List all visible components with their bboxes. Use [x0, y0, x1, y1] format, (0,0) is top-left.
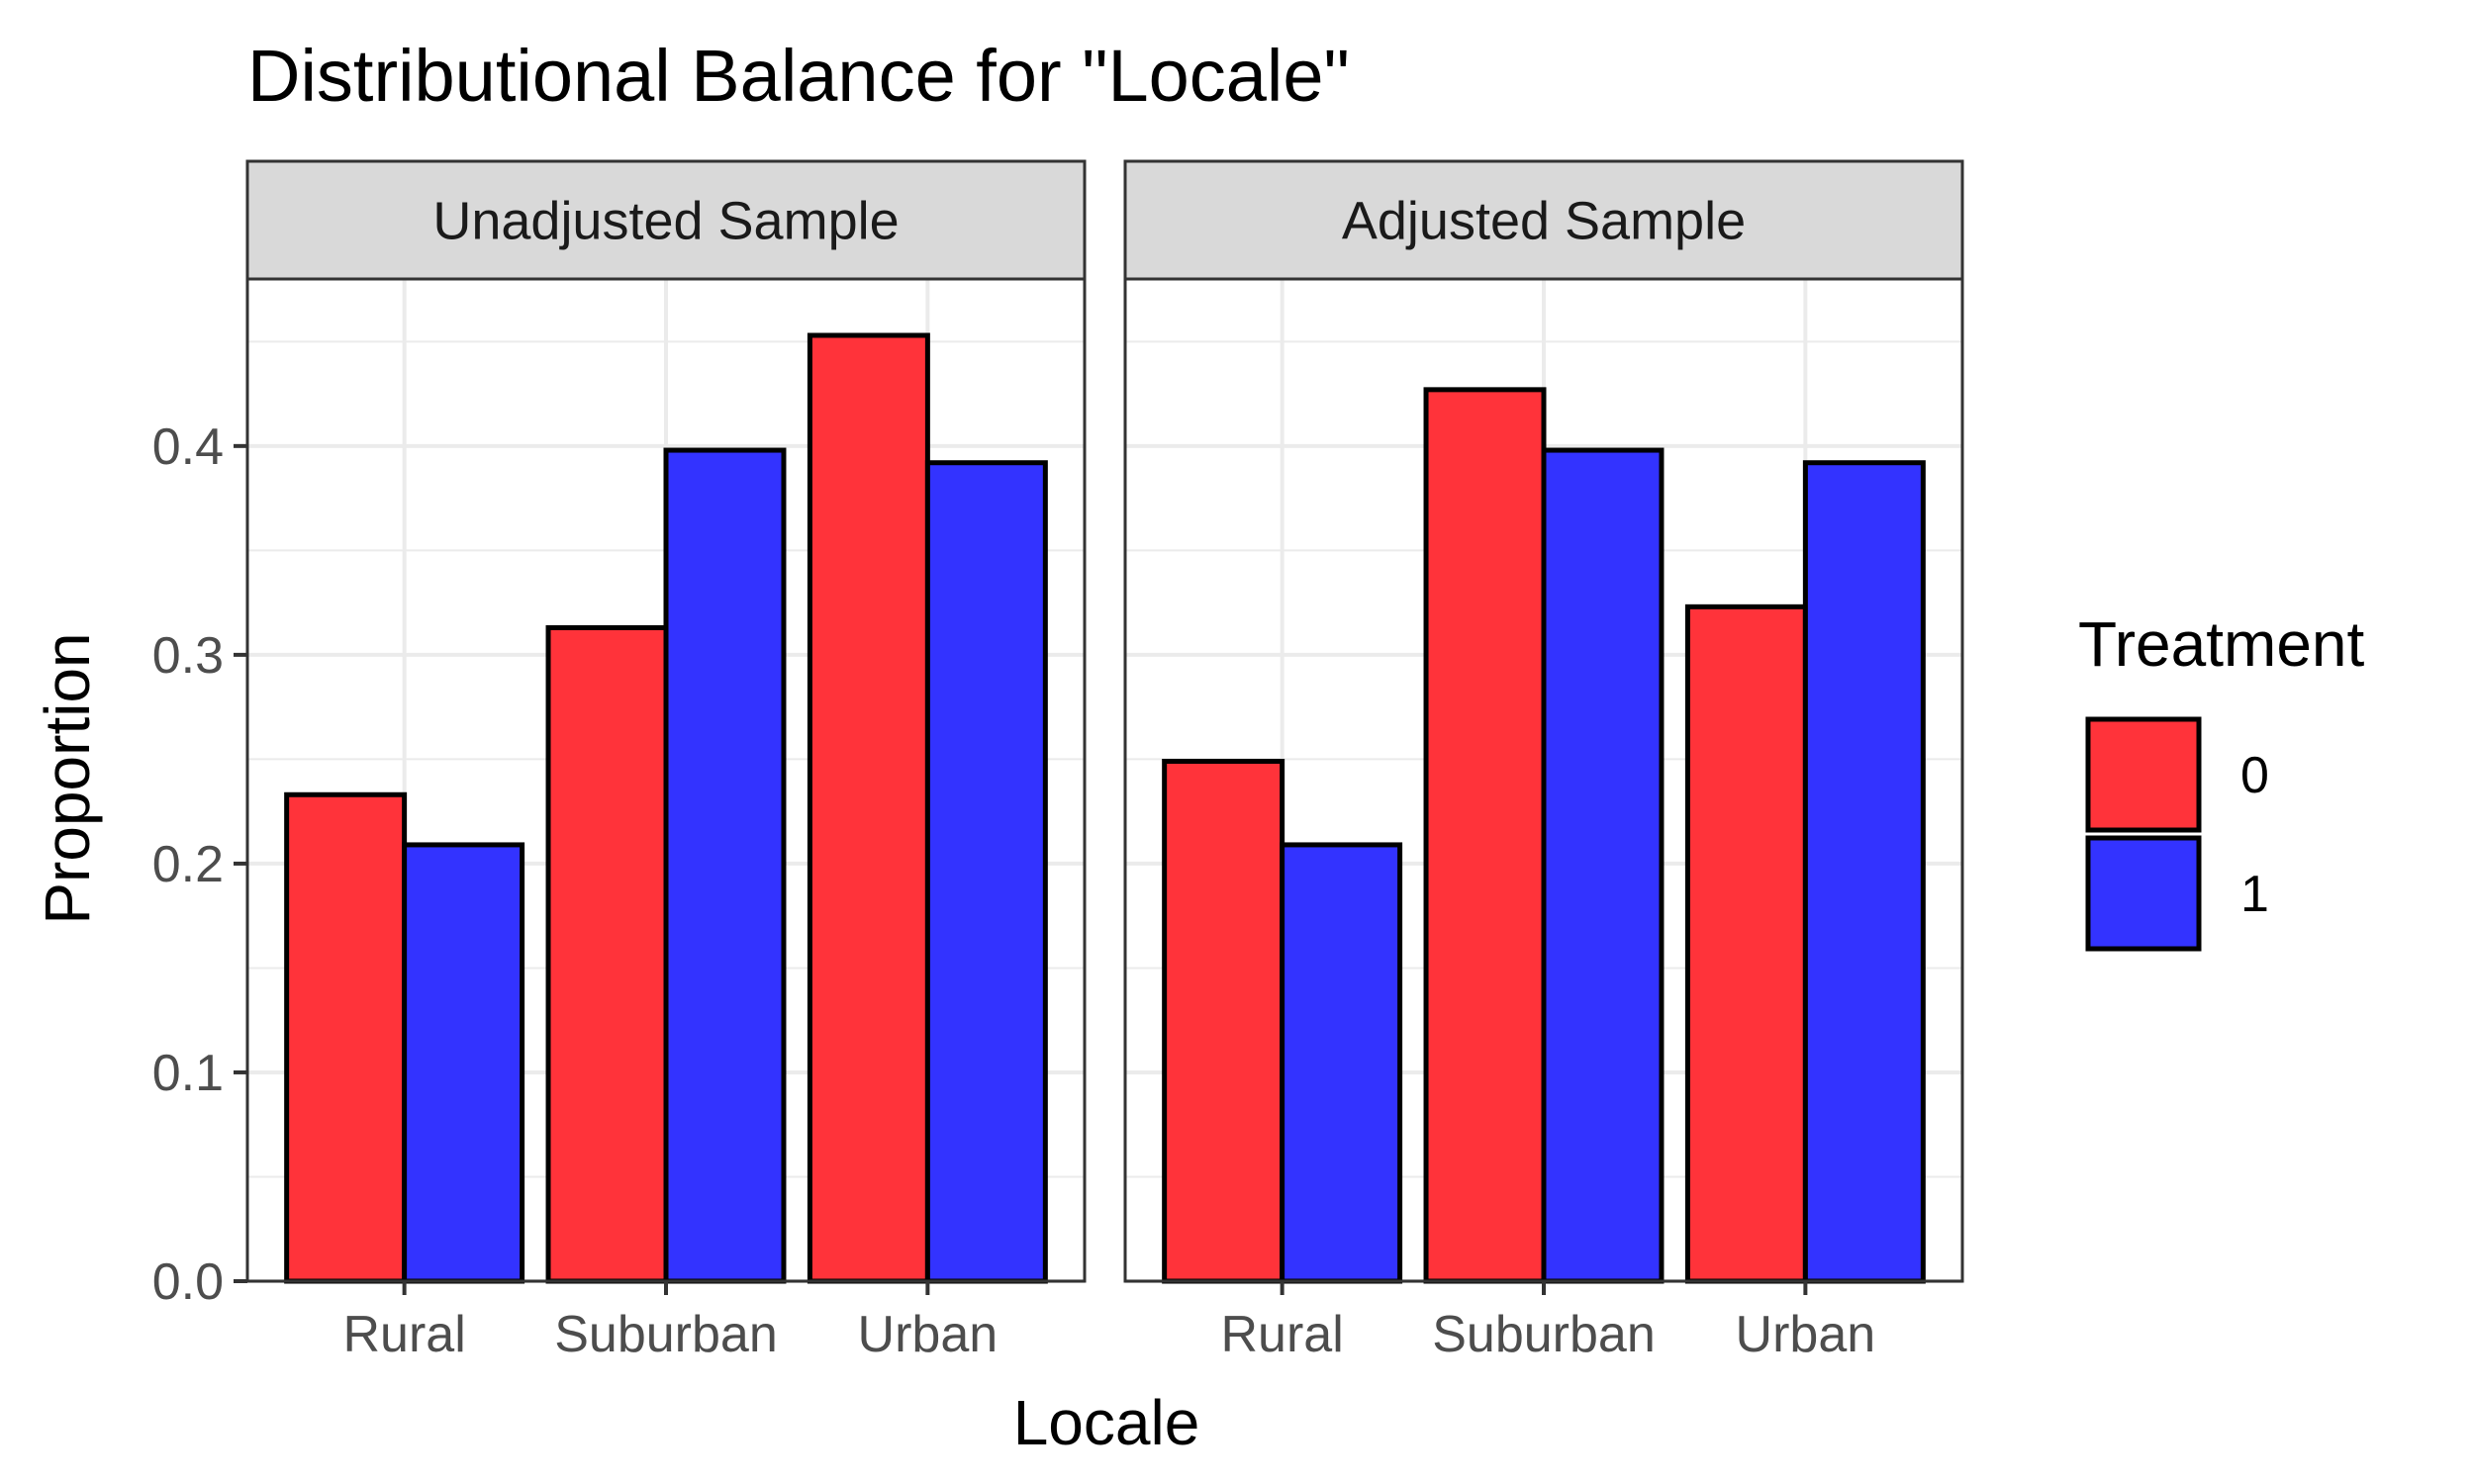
- legend-key-0: [2085, 716, 2202, 833]
- y-axis-title: Proportion: [32, 632, 103, 924]
- bar-urban-treatment-1: [924, 460, 1048, 1284]
- legend-title: Treatment: [2078, 608, 2365, 680]
- bar-rural-treatment-0: [284, 791, 408, 1284]
- bar-urban-treatment-1: [1802, 460, 1926, 1284]
- x-tick-label: Urban: [858, 1306, 999, 1363]
- bar-rural-treatment-1: [1280, 842, 1403, 1284]
- x-axis-title: Locale: [1013, 1387, 1200, 1458]
- bar-urban-treatment-0: [807, 332, 930, 1284]
- facet-panel-1: Adjusted Sample Rural Suburban Urban: [1123, 159, 1964, 1363]
- x-tick-label: Suburban: [554, 1306, 778, 1363]
- y-tick-label: 0.3: [152, 627, 224, 685]
- bar-rural-treatment-1: [402, 842, 525, 1284]
- facet-panel-0: Unadjusted Sample Rural Suburban Urban: [245, 159, 1087, 1363]
- y-axis: 0.0 0.1 0.2 0.3 0.4: [152, 418, 247, 1311]
- legend-key-1: [2085, 835, 2202, 952]
- bar-suburban-treatment-1: [1541, 447, 1665, 1284]
- y-tick-label: 0.2: [152, 836, 224, 893]
- legend-label-0: 0: [2240, 747, 2269, 804]
- chart-title: Distributional Balance for "Locale": [247, 35, 1350, 117]
- facet-strip: [245, 159, 1087, 281]
- bar-suburban-treatment-1: [663, 447, 787, 1284]
- x-tick-label: Rural: [1220, 1306, 1343, 1363]
- bar-urban-treatment-0: [1684, 603, 1808, 1284]
- legend: Treatment 0 1: [2078, 608, 2365, 952]
- bar-suburban-treatment-0: [1423, 387, 1547, 1284]
- bar-rural-treatment-0: [1162, 759, 1285, 1284]
- x-tick-label: Urban: [1736, 1306, 1876, 1363]
- y-tick-label: 0.1: [152, 1045, 224, 1102]
- x-tick-label: Suburban: [1432, 1306, 1656, 1363]
- x-tick-label: Rural: [342, 1306, 465, 1363]
- facet-strip-label: Unadjusted Sample: [432, 192, 899, 251]
- legend-label-1: 1: [2240, 866, 2269, 923]
- facet-strip-label: Adjusted Sample: [1342, 192, 1746, 251]
- bar-suburban-treatment-0: [545, 624, 669, 1284]
- y-tick-label: 0.4: [152, 418, 224, 476]
- y-tick-label: 0.0: [152, 1253, 224, 1311]
